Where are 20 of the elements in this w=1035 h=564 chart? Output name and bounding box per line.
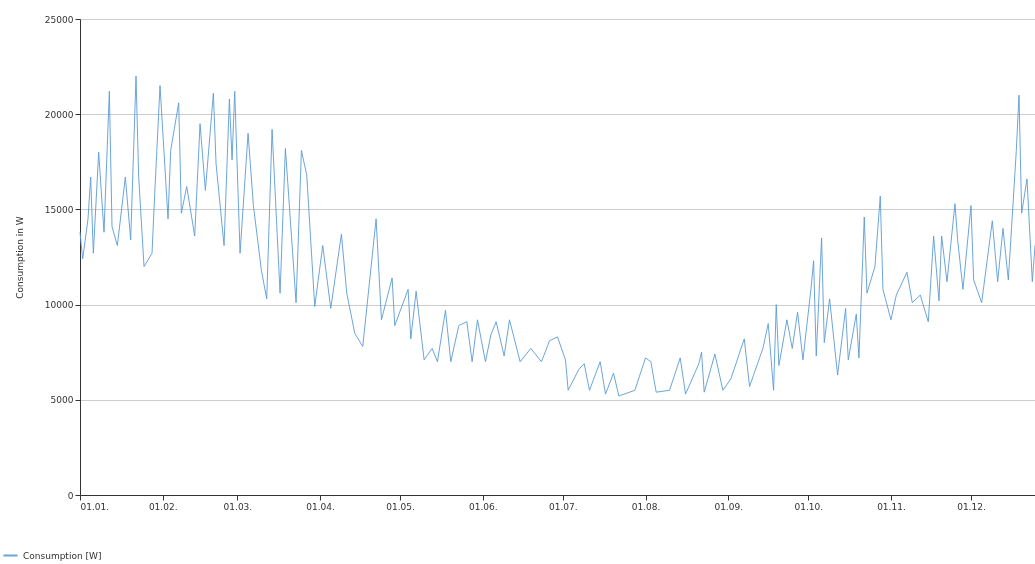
x-tick-label: 01.08. [631, 501, 661, 512]
y-tick-label: 25000 [44, 14, 74, 25]
x-tick-label: 01.07. [549, 501, 578, 512]
x-tick-label: 01.05. [386, 501, 415, 512]
y-axis-title: Consumption in W [14, 216, 25, 299]
x-tick-label: 01.04. [306, 501, 335, 512]
x-tick-label: 01.12. [957, 501, 986, 512]
x-tick-label: 01.11. [877, 501, 906, 512]
x-tick-label: 01.06. [468, 501, 498, 512]
y-tick-label: 15000 [44, 204, 74, 215]
x-tick-label: 01.09. [714, 501, 744, 512]
x-tick-label: 01.03. [223, 501, 253, 512]
x-tick-label: 01.01. [80, 501, 110, 512]
x-tick-label: 01.10. [794, 501, 824, 512]
y-tick-label: 5000 [50, 395, 74, 406]
legend-label: Consumption [W] [23, 550, 102, 561]
x-tick-label: 01.02. [148, 501, 178, 512]
y-tick-label: 10000 [44, 300, 74, 311]
y-tick-label: 20000 [44, 109, 74, 120]
y-tick-label: 0 [67, 490, 74, 501]
